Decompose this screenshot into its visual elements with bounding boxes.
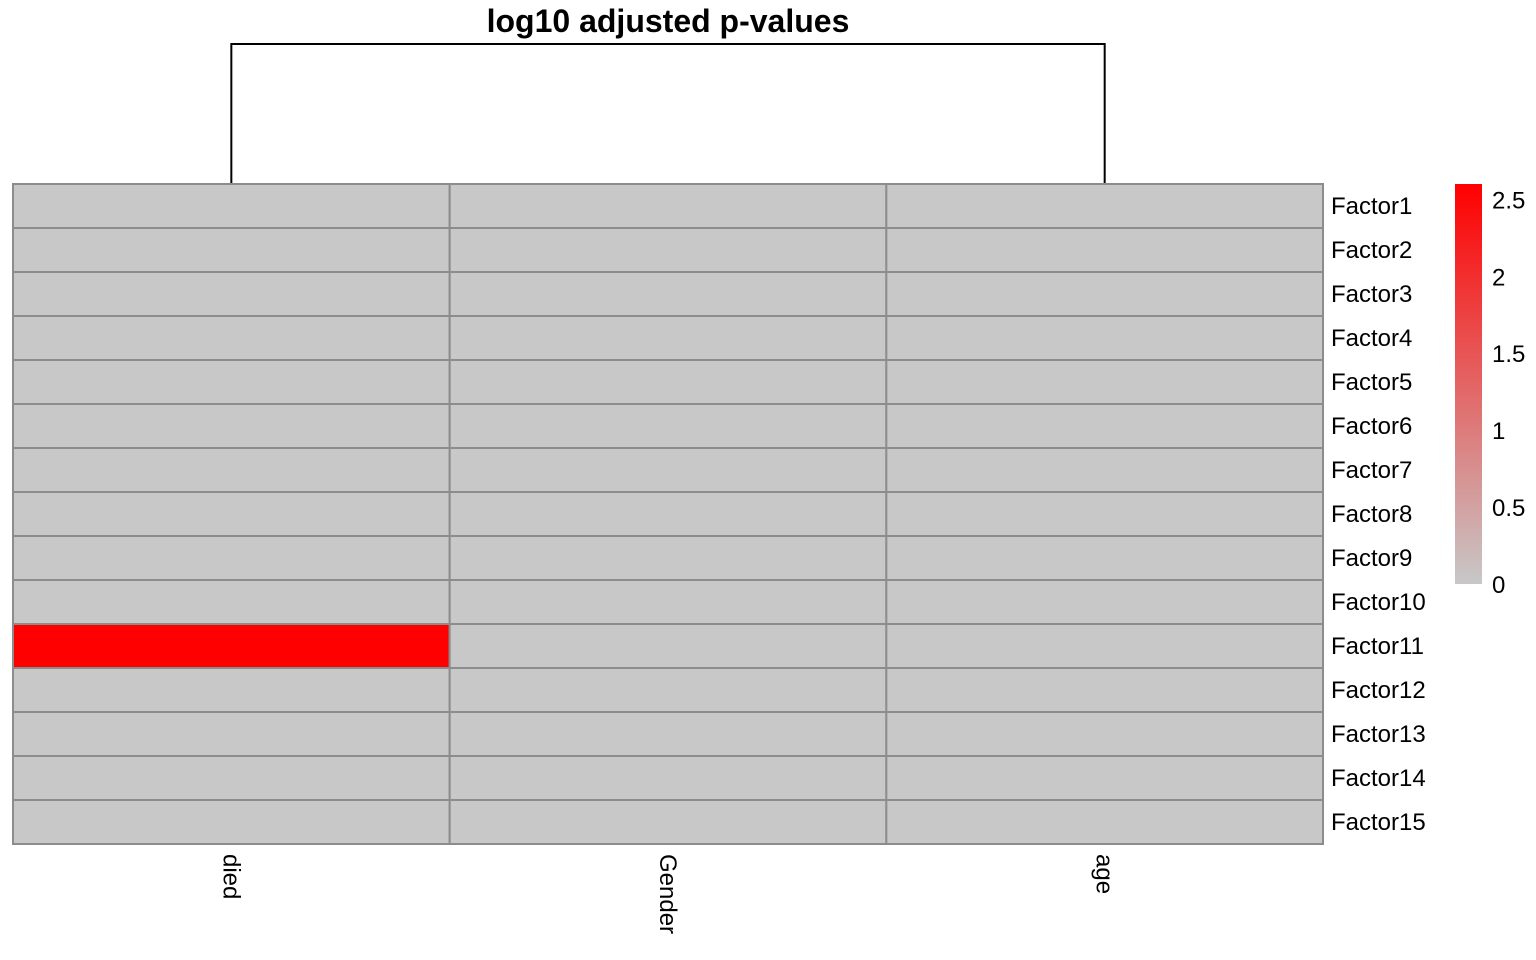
- heatmap-cell: [885, 359, 1325, 405]
- heatmap-cell: [448, 491, 888, 537]
- row-label: Factor11: [1331, 633, 1424, 660]
- heatmap-cell: [448, 755, 888, 801]
- heatmap-cell: [12, 491, 451, 537]
- row-label: Factor12: [1331, 677, 1426, 704]
- row-label: Factor14: [1331, 765, 1426, 792]
- row-label: Factor4: [1331, 325, 1412, 352]
- heatmap-cell: [885, 271, 1325, 317]
- row-label: Factor6: [1331, 413, 1412, 440]
- legend-tick-label: 0.5: [1492, 495, 1525, 522]
- row-label: Factor15: [1331, 809, 1426, 836]
- heatmap-cell: [448, 799, 888, 845]
- legend-color-bar: [1455, 184, 1482, 584]
- column-labels: died Gender age: [217, 854, 1117, 934]
- column-label: died: [217, 854, 244, 899]
- row-label: Factor9: [1331, 545, 1412, 572]
- legend-tick-label: 2: [1492, 264, 1505, 291]
- color-legend: 0 0.5 1 1.5 2 2.5: [1455, 184, 1525, 599]
- heatmap-cell: [448, 359, 888, 405]
- dendrogram-branch: [230, 43, 1106, 184]
- row-label: Factor1: [1331, 193, 1412, 220]
- row-label: Factor10: [1331, 589, 1426, 616]
- heatmap-cell: [12, 623, 451, 669]
- heatmap-cell: [12, 271, 451, 317]
- heatmap-cell: [12, 755, 451, 801]
- heatmap-cell: [885, 183, 1325, 229]
- heatmap-cell: [12, 227, 451, 273]
- heatmap-cell: [12, 667, 451, 713]
- heatmap-cell: [12, 535, 451, 581]
- column-label: age: [1091, 854, 1118, 894]
- heatmap-cells: [12, 183, 1325, 845]
- heatmap-cell: [885, 447, 1325, 493]
- heatmap-cell: [448, 227, 888, 273]
- heatmap-cell: [448, 623, 888, 669]
- heatmap-cell: [885, 711, 1325, 757]
- column-dendrogram: [230, 43, 1106, 184]
- heatmap-cell: [12, 403, 451, 449]
- heatmap-cell: [448, 667, 888, 713]
- heatmap-cell: [12, 359, 451, 405]
- heatmap-cell: [12, 711, 451, 757]
- legend-tick-label: 2.5: [1492, 187, 1525, 214]
- heatmap-cell: [885, 799, 1325, 845]
- row-label: Factor5: [1331, 369, 1412, 396]
- legend-tick-label: 0: [1492, 572, 1505, 599]
- heatmap-cell: [448, 183, 888, 229]
- heatmap-cell: [885, 491, 1325, 537]
- heatmap-cell: [885, 227, 1325, 273]
- chart-title: log10 adjusted p-values: [487, 3, 850, 39]
- heatmap-cell: [448, 315, 888, 361]
- legend-ticks: 0 0.5 1 1.5 2 2.5: [1492, 187, 1525, 599]
- row-labels: Factor1 Factor2 Factor3 Factor4 Factor5 Facto…: [1331, 193, 1426, 836]
- heatmap-cell: [12, 183, 451, 229]
- column-label: Gender: [654, 854, 681, 934]
- heatmap-cell: [885, 315, 1325, 361]
- row-label: Factor2: [1331, 237, 1412, 264]
- heatmap-cell: [448, 535, 888, 581]
- heatmap-cell: [885, 579, 1325, 625]
- row-label: Factor8: [1331, 501, 1412, 528]
- heatmap-cell: [885, 535, 1325, 581]
- heatmap-cell: [12, 579, 451, 625]
- heatmap-cell: [448, 271, 888, 317]
- heatmap-cell: [12, 447, 451, 493]
- row-label: Factor7: [1331, 457, 1412, 484]
- legend-tick-label: 1.5: [1492, 341, 1525, 368]
- heatmap-cell: [885, 403, 1325, 449]
- heatmap-cell: [448, 711, 888, 757]
- row-label: Factor3: [1331, 281, 1412, 308]
- heatmap-cell: [885, 623, 1325, 669]
- heatmap-cell: [448, 579, 888, 625]
- heatmap-cell: [885, 755, 1325, 801]
- heatmap-cell: [12, 315, 451, 361]
- heatmap-cell: [12, 799, 451, 845]
- row-label: Factor13: [1331, 721, 1426, 748]
- heatmap-cell: [448, 403, 888, 449]
- heatmap-cell: [448, 447, 888, 493]
- legend-tick-label: 1: [1492, 418, 1505, 445]
- heatmap-cell: [885, 667, 1325, 713]
